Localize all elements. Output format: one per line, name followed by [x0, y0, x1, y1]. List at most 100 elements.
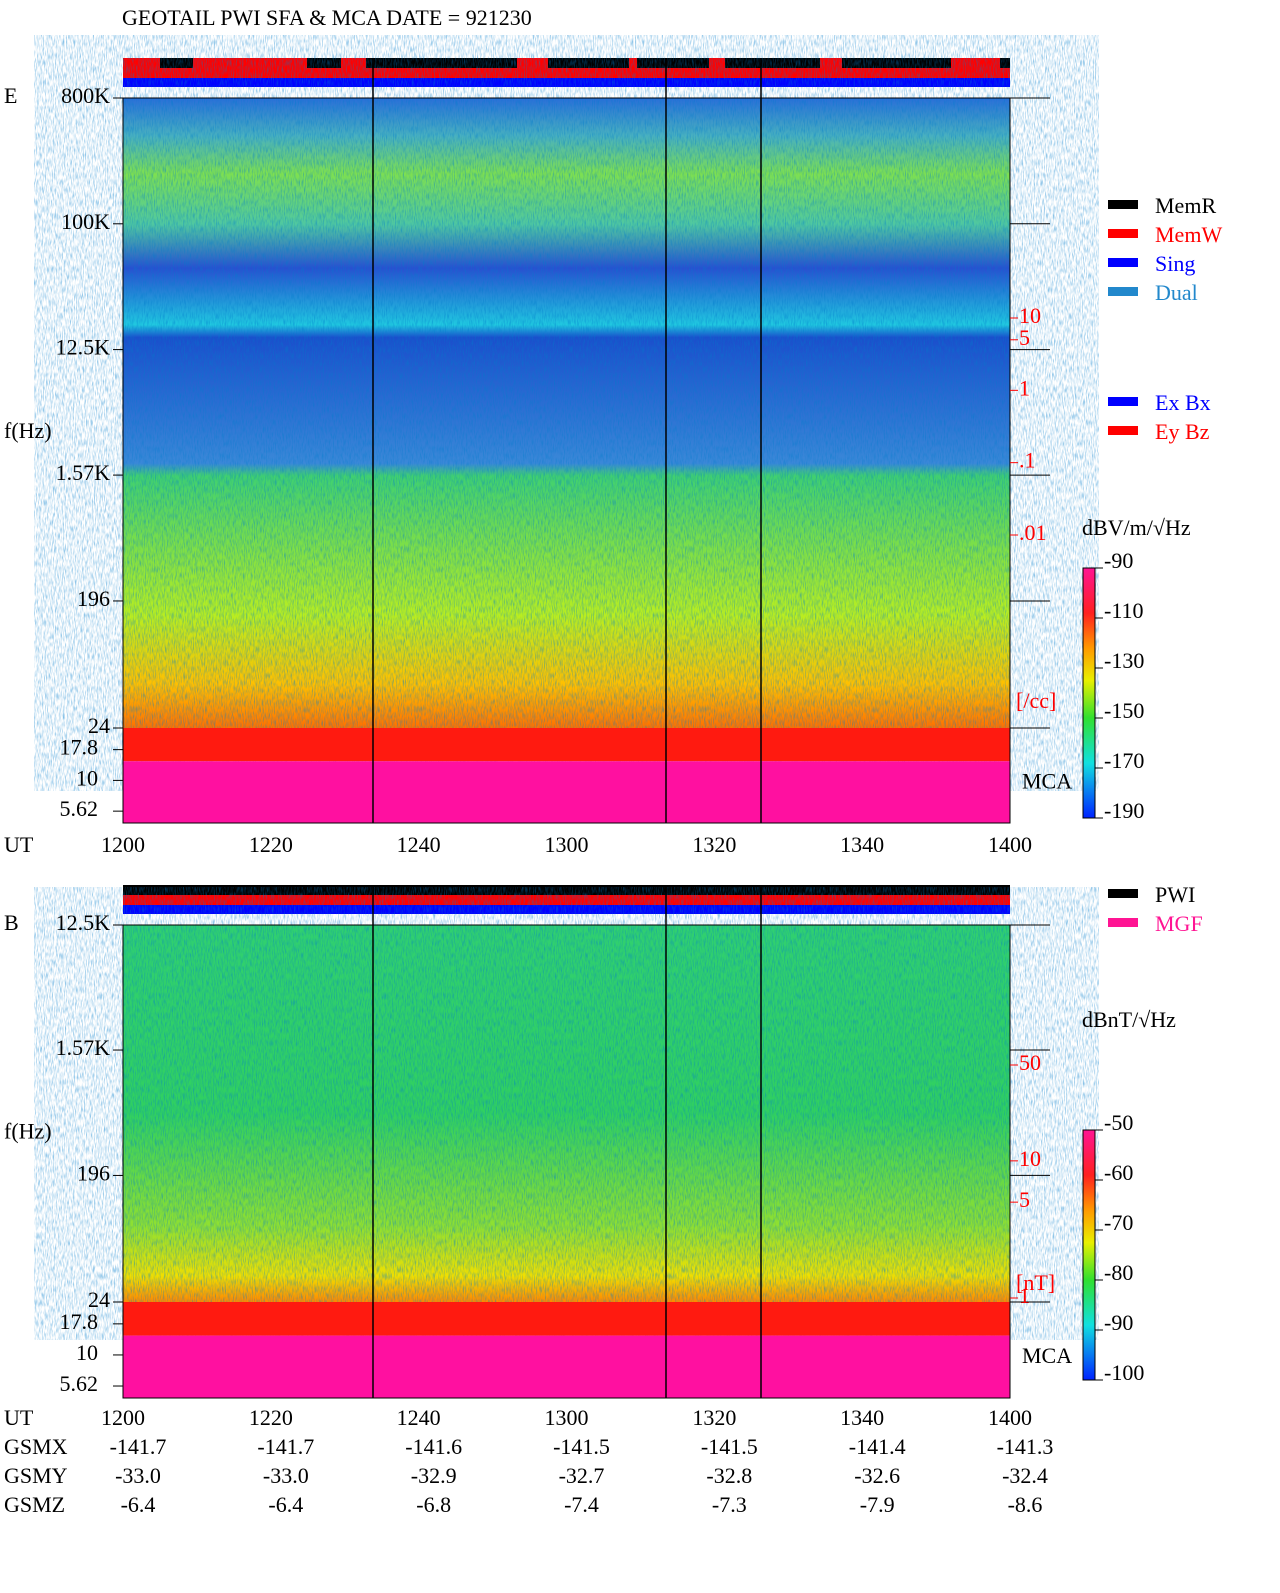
side-scale-label: .01	[1019, 520, 1047, 545]
mca-band	[123, 1335, 1010, 1398]
legend-swatch	[1108, 397, 1138, 406]
side-scale-label: 1	[1019, 1283, 1030, 1308]
orbit-value: -32.9	[411, 1463, 457, 1488]
legend-swatch	[1108, 918, 1138, 927]
y-tick-label: 12.5K	[56, 335, 111, 360]
status-segment	[709, 58, 725, 68]
orbit-value: -141.7	[110, 1434, 167, 1459]
colorbar-tick-label: -50	[1104, 1110, 1133, 1135]
orbit-value: -6.4	[121, 1492, 156, 1517]
legend-swatch	[1108, 258, 1138, 267]
orbit-value: -32.4	[1002, 1463, 1048, 1488]
colorbar-tick-label: -170	[1104, 748, 1144, 773]
x-tick-label: 1320	[692, 1405, 736, 1430]
x-tick-label: 1200	[101, 1405, 145, 1430]
mca-tick-label: 17.8	[60, 735, 99, 760]
y-tick-label: 24	[88, 1287, 110, 1312]
orbit-value: -33.0	[115, 1463, 161, 1488]
legend-label: Sing	[1155, 251, 1195, 276]
plot-frame	[122, 924, 1011, 1399]
colorbar-label: dBnT/√Hz	[1082, 1007, 1176, 1032]
colorbar	[1082, 1129, 1096, 1381]
status-bar	[123, 68, 1010, 78]
status-segment	[193, 58, 307, 68]
x-tick-label: 1220	[249, 832, 293, 857]
orbit-label: GSMX	[4, 1434, 68, 1459]
y-tick-label: 196	[77, 1160, 110, 1185]
x-tick-label: 1340	[840, 832, 884, 857]
colorbar-tick-label: -70	[1104, 1210, 1133, 1235]
colorbar-label: dBV/m/√Hz	[1082, 515, 1191, 540]
side-scale-unit: [/cc]	[1016, 688, 1056, 713]
orbit-value: -8.6	[1008, 1492, 1043, 1517]
legend-swatch	[1108, 426, 1138, 435]
colorbar	[1082, 567, 1096, 819]
legend-swatch	[1108, 889, 1138, 898]
side-scale-label: 5	[1019, 1187, 1030, 1212]
legend-label: MGF	[1155, 911, 1203, 936]
spectrogram-texture	[123, 925, 1010, 1302]
status-bar	[123, 58, 1010, 68]
plot-frame	[122, 97, 1011, 824]
y-tick-label: 12.5K	[56, 910, 111, 935]
side-scale-label: 5	[1019, 325, 1030, 350]
side-scale-unit: [nT]	[1016, 1270, 1055, 1295]
colorbar-tick-label: -100	[1104, 1360, 1144, 1385]
side-scale-label: 50	[1019, 1050, 1041, 1075]
mca-tick-label: 5.62	[60, 1371, 99, 1396]
x-axis-label: UT	[4, 1405, 34, 1430]
colorbar-tick-label: -150	[1104, 698, 1144, 723]
y-tick-label: 1.57K	[56, 460, 111, 485]
colorbar-tick-label: -110	[1104, 598, 1144, 623]
legend-swatch	[1108, 287, 1138, 296]
status-segment	[517, 58, 548, 68]
orbit-value: -7.3	[712, 1492, 747, 1517]
x-axis-label: UT	[4, 832, 34, 857]
status-bar	[123, 905, 1010, 914]
orbit-value: -141.4	[849, 1434, 906, 1459]
colorbar-tick-label: -60	[1104, 1160, 1133, 1185]
legend-label: MemR	[1155, 193, 1216, 218]
x-tick-label: 1400	[988, 1405, 1032, 1430]
legend-label: Ey Bz	[1155, 419, 1210, 444]
colorbar-tick-label: -190	[1104, 798, 1144, 823]
spectrogram-texture	[123, 98, 1010, 728]
legend-label: PWI	[1155, 882, 1195, 907]
status-segment	[820, 58, 842, 68]
status-segment	[341, 58, 366, 68]
orbit-value: -141.5	[553, 1434, 610, 1459]
x-tick-label: 1240	[397, 832, 441, 857]
mca-tick-label: 10	[76, 765, 98, 790]
x-tick-label: 1220	[249, 1405, 293, 1430]
orbit-value: -32.6	[854, 1463, 900, 1488]
legend-swatch	[1108, 200, 1138, 209]
status-segment	[123, 58, 160, 68]
colorbar-tick-label: -90	[1104, 548, 1133, 573]
orbit-value: -141.6	[405, 1434, 462, 1459]
mca-tick-label: 17.8	[60, 1309, 99, 1334]
mca-band	[123, 761, 1010, 823]
status-segment	[951, 58, 1000, 68]
orbit-value: -6.4	[268, 1492, 303, 1517]
panel-label: E	[4, 83, 17, 108]
orbit-value: -33.0	[263, 1463, 309, 1488]
side-scale-label: 10	[1019, 303, 1041, 328]
y-tick-label: 196	[77, 586, 110, 611]
mca-label: MCA	[1022, 1343, 1072, 1368]
orbit-value: -141.5	[701, 1434, 758, 1459]
mca-band	[123, 728, 1010, 762]
legend-label: Dual	[1155, 280, 1198, 305]
side-scale-label: .1	[1019, 448, 1036, 473]
x-tick-label: 1400	[988, 832, 1032, 857]
x-tick-label: 1300	[545, 832, 589, 857]
status-bar	[123, 895, 1010, 905]
mca-band	[123, 1302, 1010, 1336]
x-tick-label: 1200	[101, 832, 145, 857]
colorbar-tick-label: -80	[1104, 1260, 1133, 1285]
colorbar-tick-label: -130	[1104, 648, 1144, 673]
x-tick-label: 1320	[692, 832, 736, 857]
x-tick-label: 1300	[545, 1405, 589, 1430]
orbit-value: -141.3	[997, 1434, 1054, 1459]
